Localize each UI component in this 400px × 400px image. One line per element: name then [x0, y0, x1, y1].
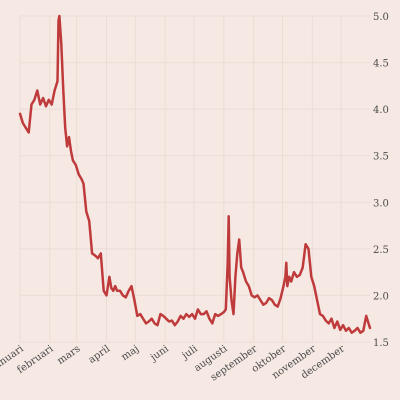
gridlines [19, 15, 370, 343]
y-tick-label: 5.0 [373, 12, 389, 23]
y-tick-label: 3.5 [373, 152, 389, 163]
y-axis: 1.5 2.0 2.5 3.0 3.5 4.0 4.5 5.0 [373, 12, 389, 349]
y-tick-label: 4.0 [373, 105, 389, 116]
y-tick-label: 1.5 [373, 338, 389, 349]
series-line [18, 14, 372, 334]
series-group [18, 14, 372, 334]
y-tick-label: 4.5 [373, 59, 389, 70]
y-tick-label: 3.0 [373, 198, 389, 209]
y-tick-label: 2.0 [373, 291, 389, 302]
y-tick-label: 2.5 [373, 245, 389, 256]
